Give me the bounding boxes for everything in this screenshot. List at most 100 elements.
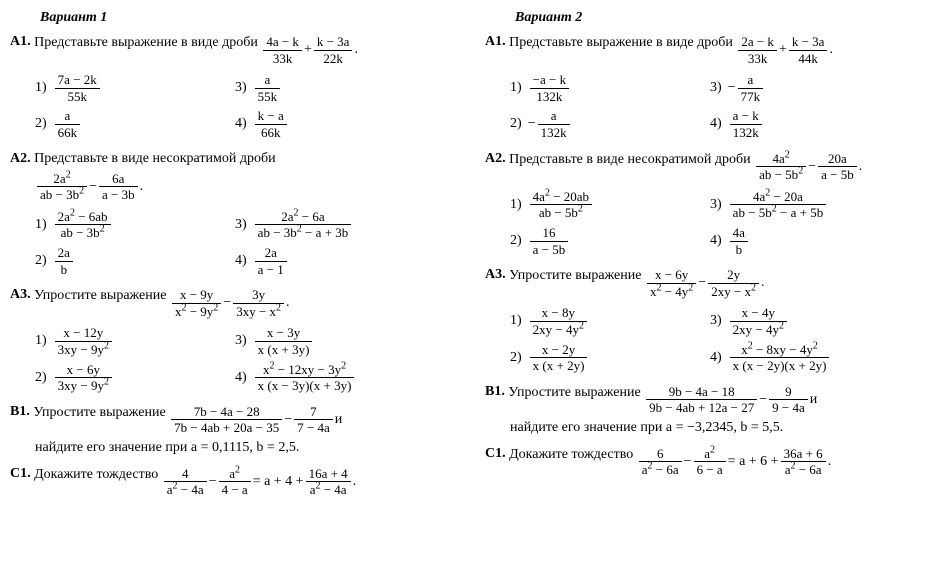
answer-number: 2) [510,350,522,366]
answer-row: 2)a66k4)k − a66k [35,108,465,140]
fraction: a132k [538,108,570,140]
problem-label: А2. [485,151,506,167]
denominator: 22k [314,51,353,67]
fraction: −a − k132k [530,72,569,104]
answer-list: 1)x − 12y3xy − 9y23)x − 3yx (x + 3y)2)x … [35,325,465,393]
numerator: 2a [55,245,73,262]
answer-number: 2) [35,116,47,132]
numerator: 2y [708,267,759,284]
numerator: 9 [769,384,808,401]
answer-number: 4) [710,233,722,249]
fraction: x − 8y2xy − 4y2 [530,305,587,337]
math-expression: 16a − 5b [528,225,571,257]
fraction: 4ab [730,225,748,257]
answer-row: 2)16a − 5b4)4ab [510,225,940,257]
numerator: 4a2 − 20ab [530,189,592,206]
math-text: и [810,392,818,408]
problem-label: В1. [10,404,30,420]
answer-number: 3) [710,313,722,329]
problem-label: С1. [485,446,506,462]
fraction: 2a2 − 6aab − 3b2 − a + 3b [255,209,352,241]
problem-text-after: найдите его значение при a = −3,2345, b … [510,420,940,436]
numerator: x − 2y [530,342,588,359]
fraction: a24 − a [219,466,251,498]
numerator: 3y [233,287,284,304]
answer-number: 1) [510,197,522,213]
denominator: 77k [738,89,764,105]
answer-number: 3) [710,197,722,213]
math-expression: 4a2 − 4a − a24 − a = a + 4 + 16a + 4a2 −… [162,466,356,498]
answer-list: 1)4a2 − 20abab − 5b23)4a2 − 20aab − 5b2 … [510,189,940,257]
problem-label: А2. [10,151,31,167]
math-expression: x2 − 12xy − 3y2x (x − 3y)(x + 3y) [253,362,357,394]
answer-item: 4) 4ab [710,225,910,257]
denominator: ab − 3b2 [55,225,111,241]
numerator: k − 3a [314,34,353,51]
problem-text: Упростите выражение [33,405,169,420]
math-expression: 2aa − 1 [253,245,289,277]
problem-label: В1. [485,384,505,400]
math-text: . [140,179,144,195]
answer-item: 4)x2 − 12xy − 3y2x (x − 3y)(x + 3y) [235,362,435,394]
answer-item: 3)x − 4y2xy − 4y2 [710,305,910,337]
math-text: = a + 4 + [253,474,304,490]
answer-number: 3) [235,333,247,349]
numerator: 20a [818,151,857,168]
math-text: . [859,159,863,175]
problem-label: А1. [10,34,31,50]
math-expression: − a132k [528,108,572,140]
problem-text: Докажите тождество [509,447,637,462]
math-expression: x − 12y3xy − 9y2 [53,325,114,357]
answer-number: 4) [710,116,722,132]
math-text: − [528,116,536,132]
math-text: и [335,412,343,428]
math-text: + [304,42,312,58]
denominator: a2 − 4a [306,482,351,498]
denominator: b [730,242,748,258]
math-expression: 2a2 − 6abab − 3b2 [53,209,113,241]
answer-row: 2)x − 6y3xy − 9y24)x2 − 12xy − 3y2x (x −… [35,362,465,394]
fraction: 2a2ab − 3b2 [37,171,87,203]
numerator: x − 12y [55,325,112,342]
numerator: a [738,72,764,89]
answer-number: 1) [35,80,47,96]
denominator: ab − 5b2 [756,167,806,183]
problem: А3. Упростите выражение x − 6yx2 − 4y2 −… [485,267,940,374]
answer-item: 4)2aa − 1 [235,245,435,277]
fraction: x2 − 8xy − 4y2x (x − 2y)(x + 2y) [730,342,830,374]
answer-list: 1)−a − k132k3) − a77k2) − a132k4)a − k13… [510,72,940,140]
numerator: 7a − 2k [55,72,100,89]
numerator: x2 − 8xy − 4y2 [730,342,830,359]
problem: С1. Докажите тождество 6a2 − 6a − a26 − … [485,446,940,478]
math-expression: a55k [253,72,283,104]
fraction: 9b − 4a − 189b − 4ab + 12a − 27 [646,384,757,416]
answer-item: 3) − a77k [710,72,910,104]
fraction: 16a − 5b [530,225,569,257]
denominator: a2 − 6a [781,462,826,478]
numerator: 9b − 4a − 18 [646,384,757,401]
answer-row: 1)7a − 2k55k3)a55k [35,72,465,104]
fraction: 2ab [55,245,73,277]
denominator: x (x − 2y)(x + 2y) [730,358,830,374]
math-expression: x − 3yx (x + 3y) [253,325,315,357]
numerator: 2a2 [37,171,87,188]
denominator: 44k [789,51,828,67]
answer-item: 3)2a2 − 6aab − 3b2 − a + 3b [235,209,435,241]
fraction: a26 − a [694,446,726,478]
denominator: a − 5b [530,242,569,258]
numerator: 4a − k [263,34,302,51]
fraction: 4a − k33k [263,34,302,66]
answer-row: 1)x − 12y3xy − 9y23)x − 3yx (x + 3y) [35,325,465,357]
math-text: − [698,275,706,291]
math-expression: 9b − 4a − 189b − 4ab + 12a − 27 − 99 − 4… [644,384,817,416]
math-expression: k − a66k [253,108,289,140]
numerator: 2a [255,245,287,262]
denominator: 6 − a [694,462,726,478]
fraction: x2 − 12xy − 3y2x (x − 3y)(x + 3y) [255,362,355,394]
fraction: 7a − 2k55k [55,72,100,104]
numerator: 2a − k [738,34,777,51]
problem-text-after: найдите его значение при a = 0,1115, b =… [35,440,465,456]
math-text: − [728,80,736,96]
math-expression: x2 − 8xy − 4y2x (x − 2y)(x + 2y) [728,342,832,374]
fraction: a77k [738,72,764,104]
